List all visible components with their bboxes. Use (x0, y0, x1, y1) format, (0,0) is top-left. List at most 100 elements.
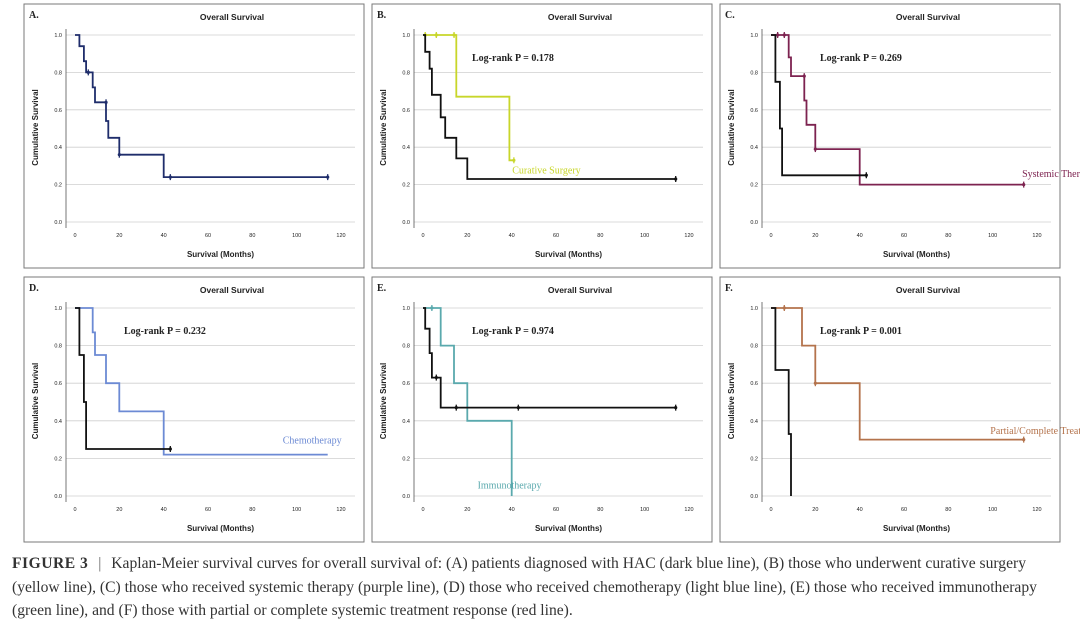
panel-c-ytick-label: 0.8 (750, 70, 758, 76)
panel-b-censor-point (674, 177, 678, 181)
panel-e-ytick-label: 0.4 (402, 419, 410, 425)
panel-f-ytick-label: 0.4 (750, 419, 758, 425)
panel-f-series-line (771, 307, 1024, 441)
panel-e-xtick-label: 40 (509, 507, 515, 513)
panel-e-title: Overall Survival (548, 285, 612, 295)
panel-f-xtick-label: 60 (901, 507, 907, 513)
panel-c-pvalue: Log-rank P = 0.269 (820, 53, 902, 64)
panel-c-xtick-label: 40 (857, 233, 863, 239)
panel-e-censor-point (430, 306, 434, 310)
panel-f-series-line (771, 307, 792, 496)
panel-c-censor-point (802, 74, 806, 78)
panel-f-censor-point (813, 381, 817, 385)
panel-d-frame (23, 276, 365, 543)
panel-e-censor-point (674, 406, 678, 410)
panel-a-xtick-label: 20 (116, 233, 122, 239)
panel-c-ylabel: Cumulative Survival (727, 89, 736, 165)
panel-b-series-line (423, 34, 676, 180)
panel-c-xtick-label: 60 (901, 233, 907, 239)
panel-d-series-annotation: Chemotherapy (283, 435, 342, 446)
panel-f-series-annotation: Partial/Complete Treatment Response (990, 426, 1080, 437)
panel-c-xtick-label: 120 (1032, 233, 1041, 239)
panel-e-censor-point (454, 406, 458, 410)
panel-a-xtick-label: 0 (73, 233, 76, 239)
panel-e-censor-point (516, 406, 520, 410)
panel-e: E. Overall Survival 0.0 0.2 0.4 0.6 0.8 1.0 0 20 4… (371, 276, 713, 543)
panel-a-xtick-label: 60 (205, 233, 211, 239)
panel-a-ylabel: Cumulative Survival (31, 89, 40, 165)
panel-b-series-annotation: Curative Surgery (512, 165, 580, 176)
panel-e-ylabel: Cumulative Survival (379, 363, 388, 439)
panel-d-ylabel: Cumulative Survival (31, 363, 40, 439)
panel-b-xtick-label: 40 (509, 233, 515, 239)
panel-b-pvalue: Log-rank P = 0.178 (472, 53, 554, 64)
panel-c-title: Overall Survival (896, 12, 960, 22)
panel-a-censor-point (104, 100, 108, 104)
panel-e-ytick-label: 1.0 (402, 306, 410, 312)
panel-e-xtick-label: 100 (640, 507, 649, 513)
panel-b-xlabel: Survival (Months) (535, 250, 602, 259)
panel-f-xtick-label: 80 (945, 507, 951, 513)
panel-c-letter: C. (725, 10, 735, 21)
panel-b-title: Overall Survival (548, 12, 612, 22)
panel-b-censor-point (512, 158, 516, 162)
panel-c: C. Overall Survival 0.0 0.2 0.4 0.6 0.8 1.0 0 20 4… (719, 3, 1080, 269)
panel-d-xtick-label: 0 (73, 507, 76, 513)
panel-d-ytick-label: 0.2 (54, 456, 62, 462)
panel-d-ytick-label: 0.4 (54, 419, 62, 425)
panel-c-xtick-label: 80 (945, 233, 951, 239)
panel-d-xtick-label: 120 (336, 507, 345, 513)
panel-a-ytick-label: 0.6 (54, 108, 62, 114)
panel-b-ytick-label: 1.0 (402, 33, 410, 39)
panel-c-ytick-label: 1.0 (750, 33, 758, 39)
panel-c-ytick-label: 0.6 (750, 108, 758, 114)
panel-e-ytick-label: 0.0 (402, 494, 410, 500)
panel-a: A. Overall Survival 0.0 0.2 0.4 0.6 0.8 1.0 0 20 4… (23, 3, 365, 269)
panel-b: B. Overall Survival 0.0 0.2 0.4 0.6 0.8 1.0 0 20 4… (371, 3, 713, 269)
panel-d-xtick-label: 100 (292, 507, 301, 513)
panel-f-censor-point (1022, 438, 1026, 442)
panel-f-xtick-label: 0 (769, 507, 772, 513)
panel-a-xlabel: Survival (Months) (187, 250, 254, 259)
panel-f-ytick-label: 1.0 (750, 306, 758, 312)
panel-f-pvalue: Log-rank P = 0.001 (820, 326, 902, 337)
panel-e-series-annotation: Immunotherapy (478, 480, 542, 491)
panel-e-xlabel: Survival (Months) (535, 524, 602, 533)
panel-d-xlabel: Survival (Months) (187, 524, 254, 533)
panel-e-xtick-label: 0 (421, 507, 424, 513)
panel-a-letter: A. (29, 10, 39, 21)
panel-d-series-line (75, 307, 328, 456)
panel-f: F. Overall Survival 0.0 0.2 0.4 0.6 0.8 1.0 0 20 4… (719, 276, 1080, 543)
panel-b-ytick-label: 0.2 (402, 183, 410, 189)
panel-e-letter: E. (377, 283, 387, 294)
panel-f-ytick-label: 0.2 (750, 456, 758, 462)
panel-c-series-line (771, 34, 1024, 186)
panel-a-xtick-label: 40 (161, 233, 167, 239)
panel-e-frame (371, 276, 713, 543)
panel-c-censor-point (864, 173, 868, 177)
panel-f-xtick-label: 120 (1032, 507, 1041, 513)
panel-c-xlabel: Survival (Months) (883, 250, 950, 259)
panel-d: D. Overall Survival 0.0 0.2 0.4 0.6 0.8 1.0 0 20 4… (23, 276, 365, 543)
panel-d-xtick-label: 80 (249, 507, 255, 513)
panel-e-series-line (423, 307, 513, 496)
panel-d-ytick-label: 1.0 (54, 306, 62, 312)
panel-f-letter: F. (725, 283, 733, 294)
panel-a-censor-point (168, 175, 172, 179)
panel-b-frame (371, 3, 713, 269)
panel-c-frame (719, 3, 1061, 269)
panel-f-ytick-label: 0.8 (750, 344, 758, 350)
panel-d-ytick-label: 0.6 (54, 381, 62, 387)
panel-d-ytick-label: 0.0 (54, 494, 62, 500)
panel-b-xtick-label: 100 (640, 233, 649, 239)
caption-text: Kaplan-Meier survival curves for overall… (12, 555, 1037, 619)
panel-b-ytick-label: 0.8 (402, 70, 410, 76)
panel-a-ytick-label: 0.2 (54, 183, 62, 189)
panel-a-xtick-label: 80 (249, 233, 255, 239)
panel-d-xtick-label: 40 (161, 507, 167, 513)
panel-b-censor-point (434, 33, 438, 37)
panel-b-xtick-label: 60 (553, 233, 559, 239)
panel-e-xtick-label: 20 (464, 507, 470, 513)
figure-caption: FIGURE 3 | Kaplan-Meier survival curves … (12, 552, 1072, 623)
panel-d-series-line (75, 307, 171, 450)
